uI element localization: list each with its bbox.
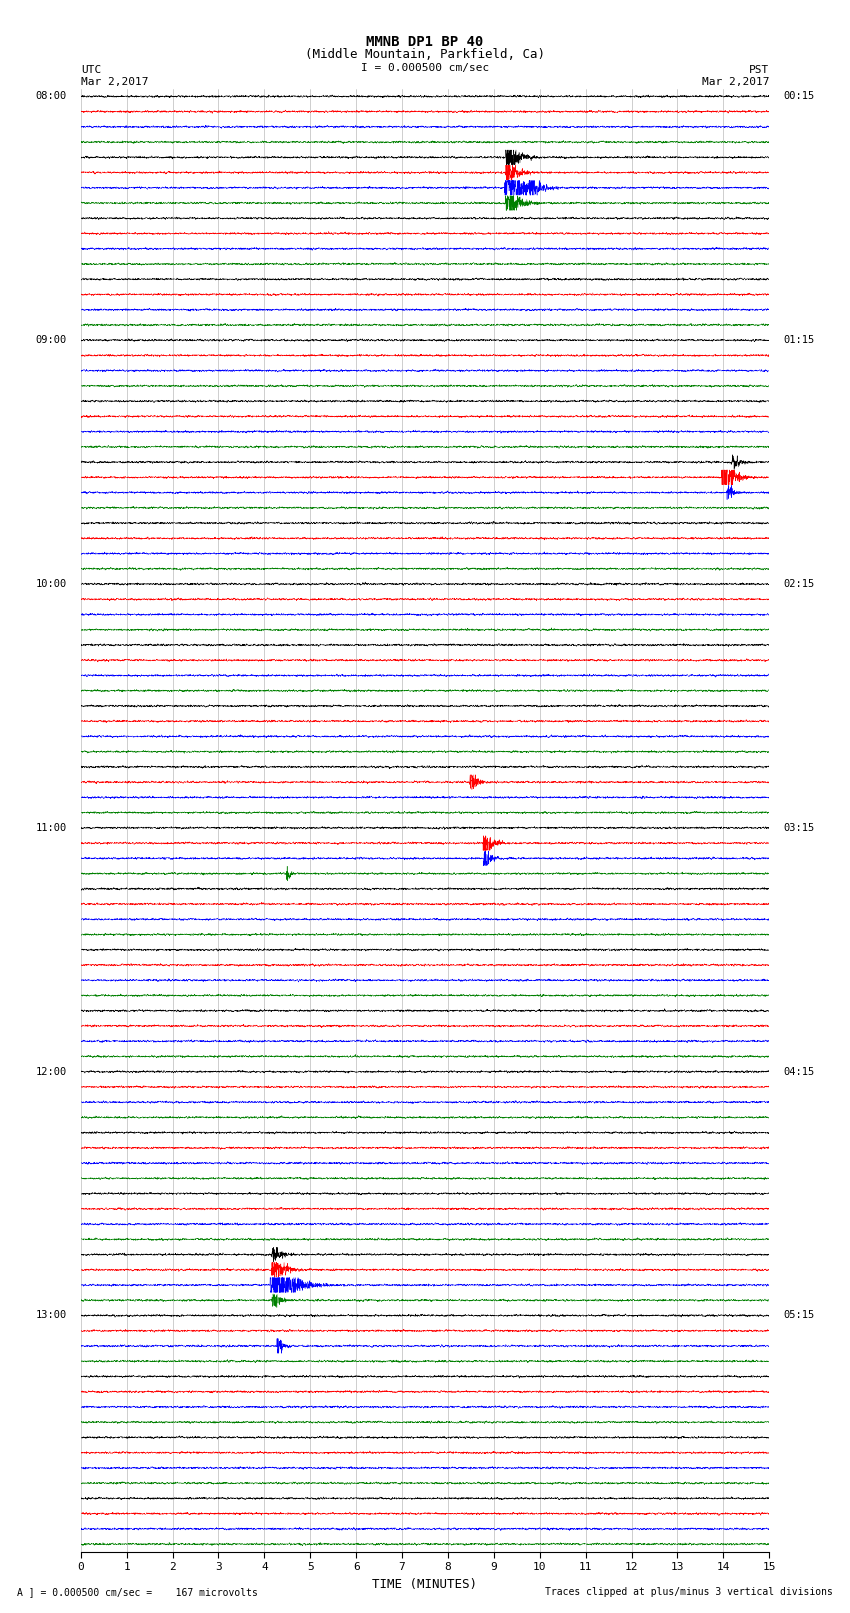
Text: A ] = 0.000500 cm/sec =    167 microvolts: A ] = 0.000500 cm/sec = 167 microvolts [17,1587,258,1597]
Text: I = 0.000500 cm/sec: I = 0.000500 cm/sec [361,63,489,73]
X-axis label: TIME (MINUTES): TIME (MINUTES) [372,1578,478,1590]
Text: 09:00: 09:00 [36,336,67,345]
Text: 02:15: 02:15 [783,579,814,589]
Text: 13:00: 13:00 [36,1310,67,1321]
Text: 10:00: 10:00 [36,579,67,589]
Text: (Middle Mountain, Parkfield, Ca): (Middle Mountain, Parkfield, Ca) [305,48,545,61]
Text: MMNB DP1 BP 40: MMNB DP1 BP 40 [366,35,484,50]
Text: Mar 2,2017: Mar 2,2017 [702,77,769,87]
Text: 11:00: 11:00 [36,823,67,832]
Text: Traces clipped at plus/minus 3 vertical divisions: Traces clipped at plus/minus 3 vertical … [545,1587,833,1597]
Text: Mar 2,2017: Mar 2,2017 [81,77,148,87]
Text: PST: PST [749,65,769,74]
Text: 03:15: 03:15 [783,823,814,832]
Text: 12:00: 12:00 [36,1066,67,1076]
Text: 04:15: 04:15 [783,1066,814,1076]
Text: UTC: UTC [81,65,101,74]
Text: 00:15: 00:15 [783,92,814,102]
Text: 08:00: 08:00 [36,92,67,102]
Text: 01:15: 01:15 [783,336,814,345]
Text: 05:15: 05:15 [783,1310,814,1321]
